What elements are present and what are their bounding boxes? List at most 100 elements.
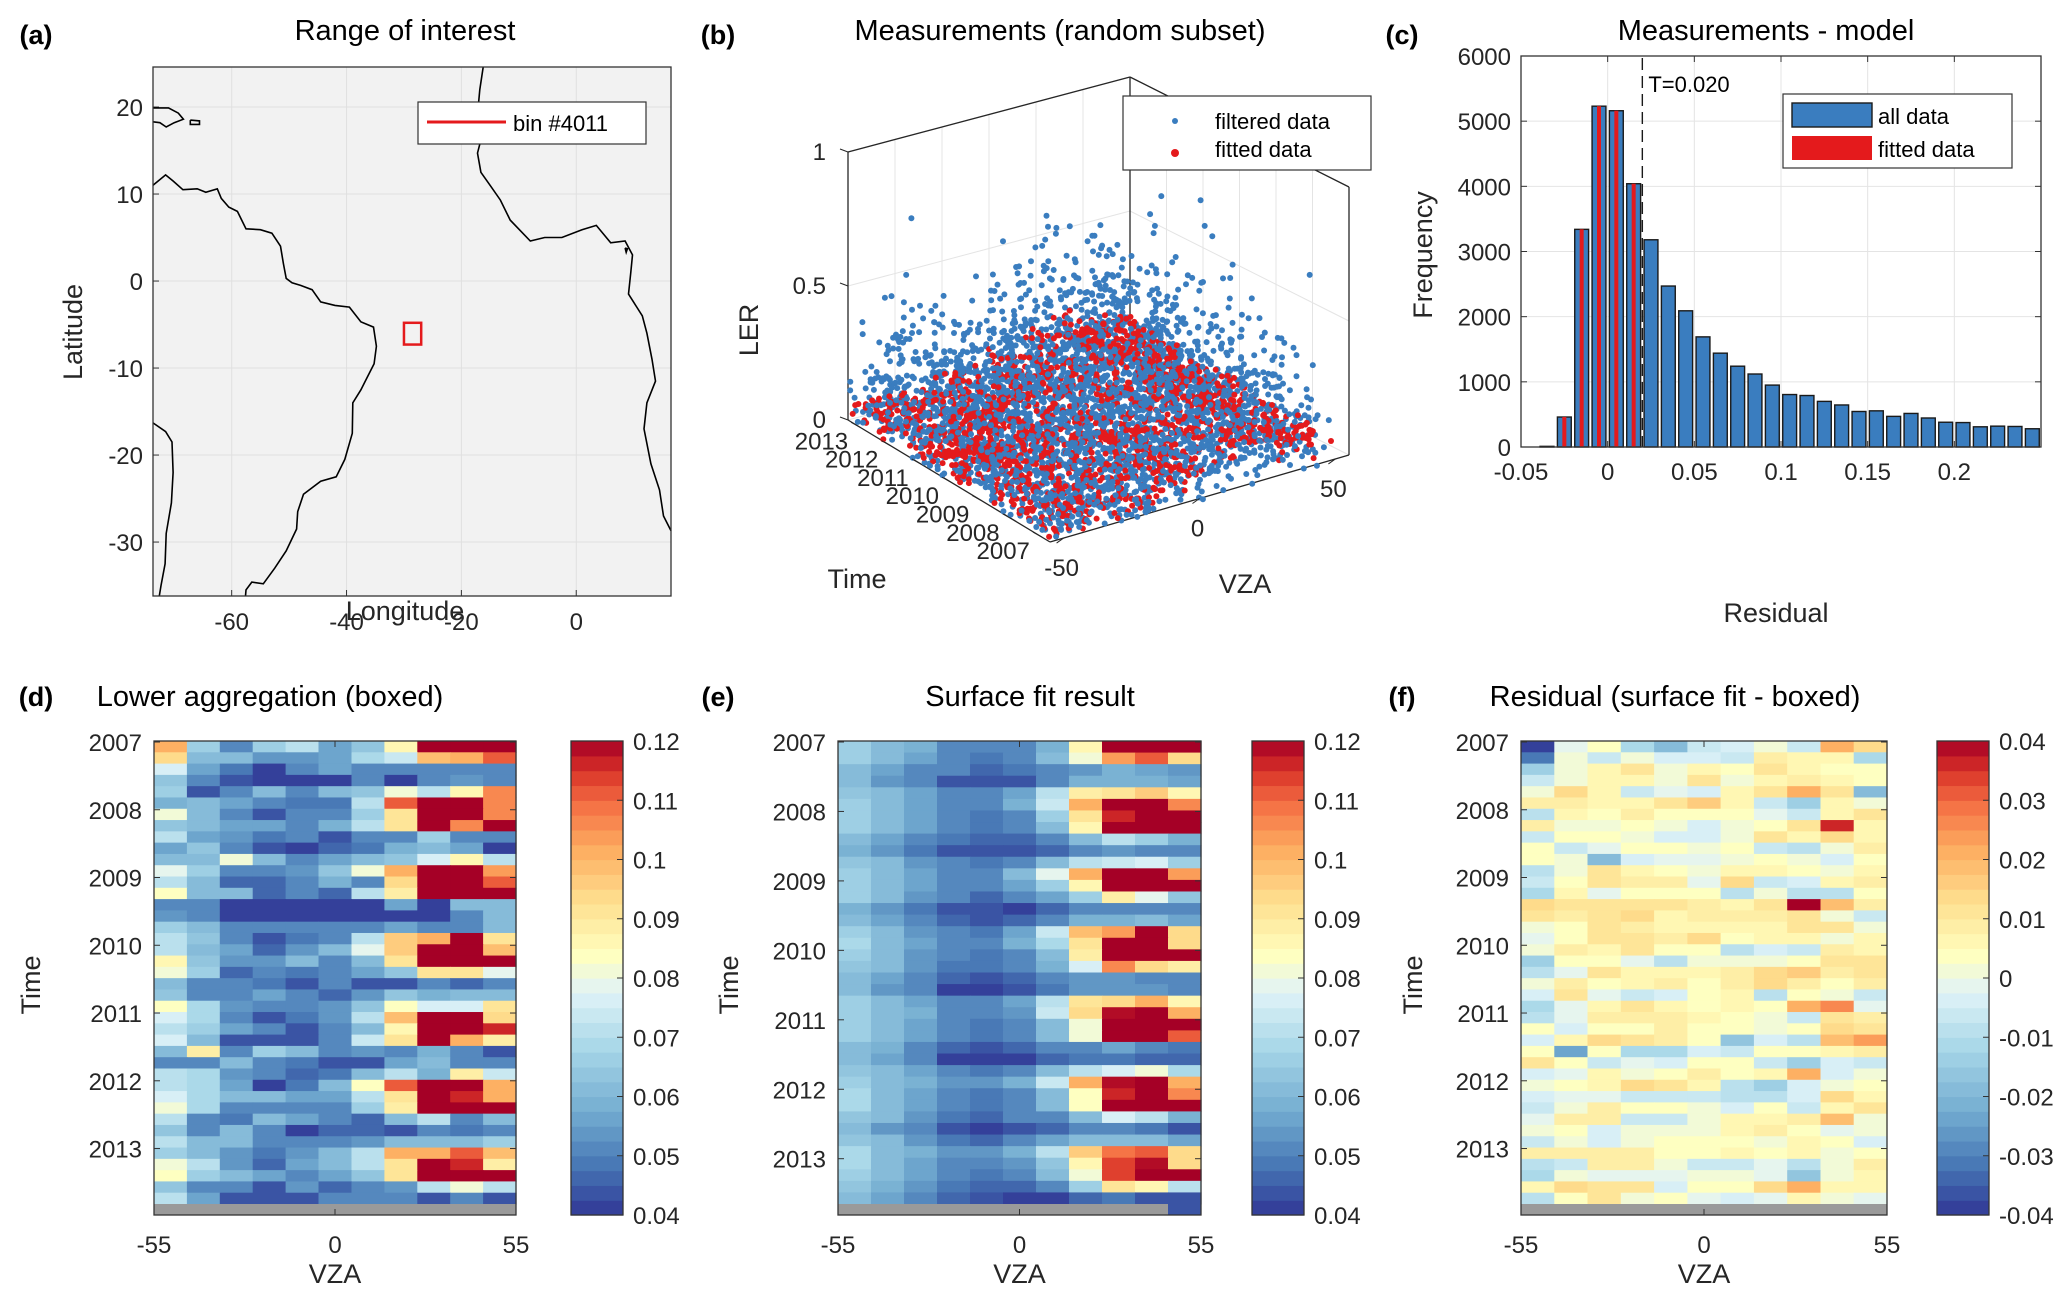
scatter-point-filtered bbox=[918, 389, 925, 396]
scatter-point-filtered bbox=[1151, 450, 1158, 457]
scatter-point-filtered bbox=[897, 333, 904, 340]
scatter-point-fitted bbox=[959, 450, 966, 457]
scatter-point-fitted bbox=[1108, 358, 1115, 365]
scatter-point-fitted bbox=[1157, 463, 1164, 469]
scatter-point-filtered bbox=[1119, 304, 1126, 311]
scatter-point-filtered bbox=[1122, 390, 1129, 397]
scatter-point-fitted bbox=[1196, 368, 1203, 375]
scatter-point-filtered bbox=[917, 445, 924, 451]
scatter-point-filtered bbox=[1087, 509, 1094, 516]
scatter-point-filtered bbox=[999, 308, 1006, 315]
scatter-point-filtered bbox=[1238, 355, 1244, 362]
scatter-point-filtered bbox=[1137, 369, 1144, 376]
scatter-point-filtered bbox=[1114, 468, 1121, 475]
scatter-point-filtered bbox=[1099, 293, 1106, 299]
scatter-point-filtered bbox=[947, 358, 954, 365]
scatter-point-fitted bbox=[1226, 377, 1233, 384]
scatter-point-fitted bbox=[952, 370, 959, 376]
scatter-point-filtered bbox=[1090, 438, 1097, 445]
scatter-point-filtered bbox=[1052, 426, 1059, 433]
scatter-point-filtered bbox=[887, 421, 894, 428]
scatter-point-filtered bbox=[1036, 518, 1043, 525]
scatter-point-filtered bbox=[1125, 290, 1132, 297]
scatter-point-fitted bbox=[1199, 391, 1206, 397]
scatter-point-filtered bbox=[878, 402, 884, 409]
scatter-point-filtered bbox=[1115, 455, 1122, 462]
scatter-point-filtered bbox=[1184, 403, 1191, 410]
scatter-point-filtered bbox=[1072, 440, 1079, 447]
scatter-point-filtered bbox=[881, 294, 888, 301]
scatter-point-filtered bbox=[1083, 377, 1090, 384]
scatter-point-filtered bbox=[1299, 453, 1305, 460]
scatter-point-filtered bbox=[1162, 426, 1169, 432]
scatter-point-filtered bbox=[1021, 279, 1027, 286]
scatter-point-filtered bbox=[1173, 485, 1180, 491]
scatter-point-filtered bbox=[1080, 391, 1087, 398]
scatter-point-filtered bbox=[1199, 363, 1206, 370]
scatter-point-filtered bbox=[967, 319, 974, 326]
scatter-point-fitted bbox=[1294, 412, 1301, 419]
scatter-points bbox=[847, 193, 1334, 540]
scatter-point-filtered bbox=[1284, 452, 1290, 458]
scatter-point-filtered bbox=[1226, 295, 1233, 302]
scatter-point-filtered bbox=[1165, 361, 1172, 368]
scatter-point-filtered bbox=[1170, 305, 1177, 312]
scatter-point-fitted bbox=[950, 413, 957, 420]
scatter-point-filtered bbox=[1164, 293, 1171, 300]
scatter-point-filtered bbox=[1066, 458, 1073, 465]
scatter-point-filtered bbox=[1306, 271, 1313, 278]
scatter-point-filtered bbox=[1063, 375, 1070, 382]
scatter-point-filtered bbox=[1312, 416, 1319, 423]
scatter-point-filtered bbox=[1167, 449, 1174, 456]
scatter-point-filtered bbox=[928, 359, 935, 366]
scatter-point-filtered bbox=[873, 402, 880, 409]
scatter-point-fitted bbox=[1118, 359, 1125, 366]
scatter-point-filtered bbox=[1050, 267, 1057, 273]
scatter-point-fitted bbox=[869, 397, 876, 404]
scatter-point-fitted bbox=[1066, 307, 1073, 314]
scatter-point-fitted bbox=[1090, 335, 1097, 342]
scatter-point-filtered bbox=[1083, 418, 1090, 425]
scatter-point-filtered bbox=[1083, 445, 1090, 452]
scatter-point-filtered bbox=[1246, 450, 1253, 456]
scatter-point-filtered bbox=[1018, 304, 1024, 311]
scatter-point-fitted bbox=[1012, 458, 1019, 465]
scatter-point-filtered bbox=[1007, 511, 1014, 518]
scatter-point-fitted bbox=[954, 474, 961, 481]
scatter-point-filtered bbox=[1132, 443, 1139, 450]
scatter-point-fitted bbox=[1021, 354, 1028, 361]
scatter-point-filtered bbox=[1270, 432, 1277, 439]
scatter-point-filtered bbox=[1060, 365, 1067, 372]
scatter-point-filtered bbox=[1169, 259, 1176, 266]
scatter-point-filtered bbox=[1154, 285, 1161, 292]
scatter-point-fitted bbox=[876, 395, 882, 402]
scatter-point-filtered bbox=[1134, 513, 1141, 520]
scatter-point-filtered bbox=[998, 482, 1005, 489]
scatter-point-fitted bbox=[1050, 335, 1057, 342]
scatter-point-filtered bbox=[903, 271, 910, 278]
scatter-point-filtered bbox=[1256, 437, 1263, 444]
scatter-point-filtered bbox=[1013, 358, 1020, 365]
scatter-point-filtered bbox=[1198, 488, 1205, 495]
scatter-point-filtered bbox=[1221, 387, 1228, 394]
scatter-point-filtered bbox=[889, 384, 895, 391]
scatter-point-fitted bbox=[1054, 364, 1061, 371]
scatter-point-filtered bbox=[1037, 445, 1044, 452]
scatter-point-filtered bbox=[1127, 285, 1134, 292]
scatter-point-fitted bbox=[1058, 486, 1065, 493]
scatter-point-filtered bbox=[860, 419, 866, 426]
scatter-point-filtered bbox=[1082, 430, 1089, 437]
scatter-point-filtered bbox=[1252, 380, 1259, 387]
scatter-point-filtered bbox=[1003, 389, 1010, 396]
scatter-point-filtered bbox=[1106, 246, 1113, 253]
scatter-point-filtered bbox=[1200, 386, 1207, 393]
scatter-point-filtered bbox=[1138, 400, 1145, 407]
scatter-point-filtered bbox=[976, 421, 983, 428]
scatter-point-filtered bbox=[1091, 298, 1098, 305]
scatter-point-filtered bbox=[986, 327, 993, 334]
scatter-point-fitted bbox=[931, 423, 938, 430]
scatter-point-filtered bbox=[1142, 459, 1149, 466]
scatter-point-filtered bbox=[1273, 383, 1280, 390]
scatter-point-fitted bbox=[1164, 411, 1171, 418]
scatter-point-filtered bbox=[1159, 431, 1166, 438]
